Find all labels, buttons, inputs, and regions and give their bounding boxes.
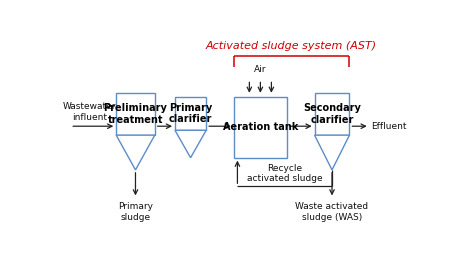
Text: Primary
sludge: Primary sludge <box>118 202 153 222</box>
Bar <box>234 97 287 158</box>
Polygon shape <box>175 130 206 158</box>
Text: Recycle
activated sludge: Recycle activated sludge <box>247 164 322 183</box>
Text: Preliminary
treatment: Preliminary treatment <box>103 103 167 125</box>
Text: Primary
clarifier: Primary clarifier <box>169 103 212 124</box>
Text: Wastewater
influent: Wastewater influent <box>63 102 117 122</box>
Polygon shape <box>116 135 155 170</box>
Text: Secondary
clarifier: Secondary clarifier <box>303 103 361 125</box>
Bar <box>315 93 349 135</box>
Text: Air: Air <box>254 65 266 74</box>
Bar <box>175 97 206 130</box>
Text: Activated sludge system (AST): Activated sludge system (AST) <box>206 41 377 51</box>
Text: Aeration tank: Aeration tank <box>223 122 298 132</box>
Text: Effluent: Effluent <box>372 122 407 131</box>
Text: Waste activated
sludge (WAS): Waste activated sludge (WAS) <box>295 202 369 222</box>
Polygon shape <box>315 135 349 170</box>
Bar <box>116 93 155 135</box>
